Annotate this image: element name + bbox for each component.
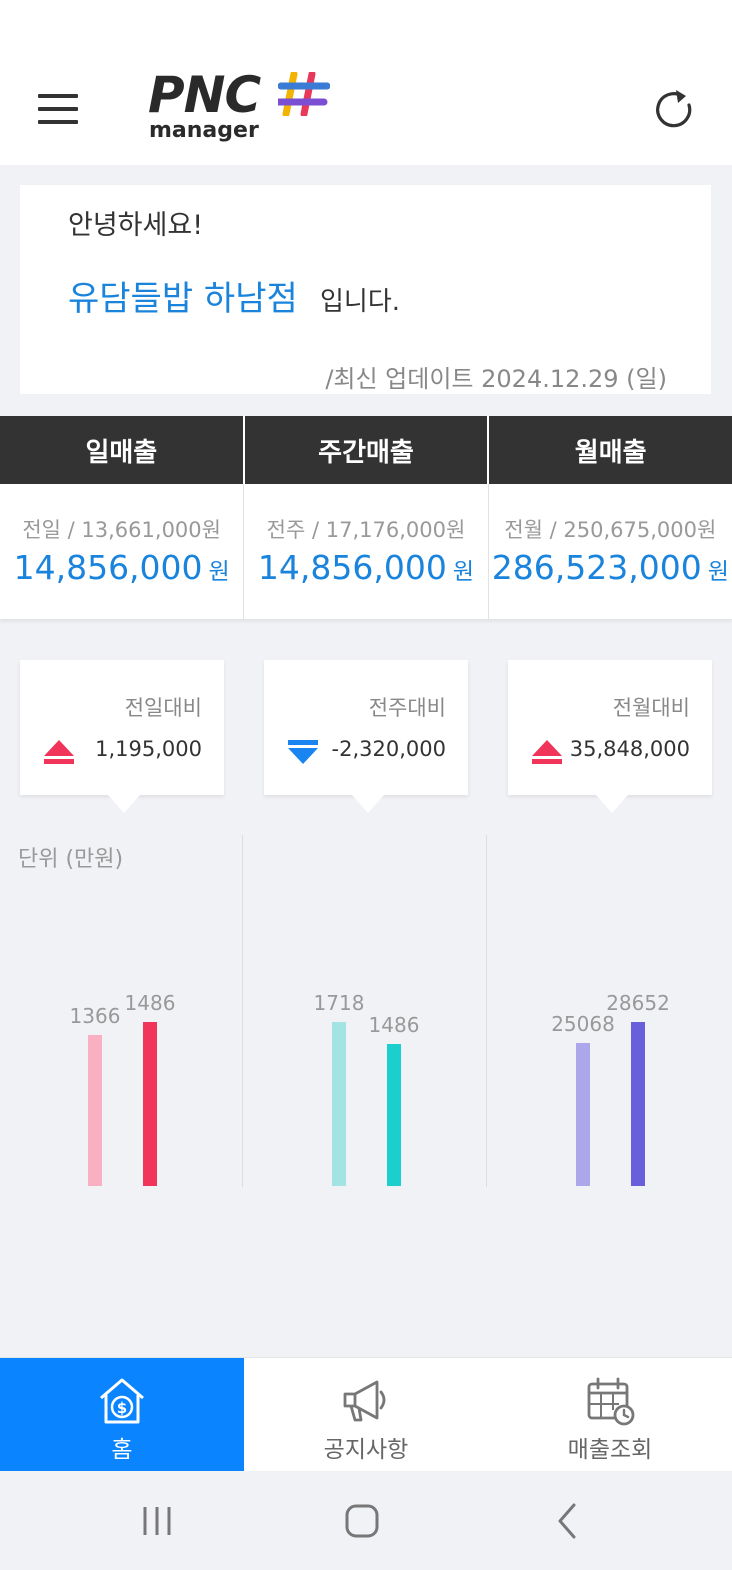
daily-sales-value: 14,856,000 원 [13, 548, 230, 587]
chart-divider [242, 835, 243, 1187]
chart-bar-label: 28652 [606, 991, 670, 1015]
comparison-value: 1,195,000 [95, 737, 202, 761]
chart-bar-label: 25068 [551, 1012, 615, 1036]
back-icon[interactable] [548, 1501, 588, 1541]
menu-button[interactable] [38, 94, 78, 124]
chart-bar [143, 1022, 157, 1186]
comparison-label: 전일대비 [124, 696, 202, 720]
chart-bar [332, 1022, 346, 1186]
app-header: PNC manager [0, 0, 732, 165]
tab-daily-sales[interactable]: 일매출 [0, 416, 245, 484]
greeting-text: 안녕하세요! [68, 210, 204, 241]
svg-text:$: $ [117, 1399, 127, 1417]
chart-bar-label: 1486 [368, 1013, 420, 1037]
tab-monthly-sales[interactable]: 월매출 [489, 416, 732, 484]
nav-home[interactable]: $ 홈 [0, 1358, 244, 1471]
chart-bar [631, 1022, 645, 1186]
monthly-sales-value: 286,523,000 원 [491, 548, 729, 587]
greeting-card: 안녕하세요! 유담들밥 하남점 입니다. /최신 업데이트 2024.12.29… [20, 185, 711, 394]
system-navigation-bar [0, 1471, 732, 1570]
recent-apps-icon[interactable] [137, 1501, 177, 1541]
prev-week-sales: 전주 / 17,176,000원 [266, 518, 466, 542]
sales-bar-chart: 단위 (만원) 1366 1486 1718 1486 25068 28652 [0, 835, 732, 1187]
nav-sales-lookup[interactable]: 매출조회 [488, 1358, 732, 1471]
bottom-navigation: $ 홈 공지사항 매출조회 [0, 1357, 732, 1471]
comparison-value: 35,848,000 [569, 737, 690, 761]
chart-bar [88, 1035, 102, 1186]
nav-label: 홈 [111, 1437, 133, 1463]
store-name: 유담들밥 하남점 [68, 279, 298, 319]
chart-divider [486, 835, 487, 1187]
chart-bar-label: 1718 [313, 991, 365, 1015]
triangle-up-icon [532, 740, 562, 764]
comparison-card-daily: 전일대비 1,195,000 [20, 660, 224, 813]
app-logo: PNC manager [148, 66, 338, 146]
prev-day-sales: 전일 / 13,661,000원 [22, 518, 221, 542]
nav-notice[interactable]: 공지사항 [244, 1358, 488, 1471]
logo-subtext: manager [149, 118, 259, 143]
daily-sales-cell: 전일 / 13,661,000원 14,856,000 원 [0, 484, 245, 619]
chart-bar [576, 1043, 590, 1186]
chart-bar-label: 1486 [124, 991, 176, 1015]
triangle-up-icon [44, 740, 74, 764]
weekly-sales-cell: 전주 / 17,176,000원 14,856,000 원 [244, 484, 489, 619]
weekly-sales-value: 14,856,000 원 [257, 548, 475, 587]
triangle-down-icon [288, 740, 318, 764]
nav-label: 공지사항 [323, 1437, 409, 1463]
calendar-clock-icon [587, 1377, 635, 1426]
home-icon[interactable] [342, 1501, 382, 1541]
prev-month-sales: 전월 / 250,675,000원 [504, 518, 717, 542]
chart-unit-label: 단위 (만원) [18, 847, 124, 872]
refresh-icon [656, 90, 692, 128]
store-suffix: 입니다. [320, 287, 401, 317]
chart-bar-label: 1366 [69, 1004, 121, 1028]
logo-text: PNC [148, 66, 261, 124]
comparison-label: 전월대비 [612, 696, 690, 720]
sales-summary: 전일 / 13,661,000원 14,856,000 원 전주 / 17,176… [0, 484, 732, 619]
tab-weekly-sales[interactable]: 주간매출 [244, 416, 490, 484]
comparison-label: 전주대비 [368, 696, 446, 720]
nav-label: 매출조회 [567, 1437, 653, 1463]
comparison-card-monthly: 전월대비 35,848,000 [508, 660, 712, 813]
last-update: /최신 업데이트 2024.12.29 (일) [325, 365, 667, 393]
home-dollar-icon: $ [100, 1378, 144, 1424]
chart-bar [387, 1044, 401, 1186]
monthly-sales-cell: 전월 / 250,675,000원 286,523,000 원 [489, 484, 732, 619]
refresh-button[interactable] [652, 88, 696, 132]
sales-tabs: 일매출 주간매출 월매출 [0, 416, 732, 484]
comparison-value: -2,320,000 [331, 737, 446, 761]
hash-logo-icon [278, 72, 330, 116]
megaphone-icon [343, 1380, 386, 1422]
hamburger-icon [38, 94, 78, 98]
comparison-card-weekly: 전주대비 -2,320,000 [264, 660, 468, 813]
